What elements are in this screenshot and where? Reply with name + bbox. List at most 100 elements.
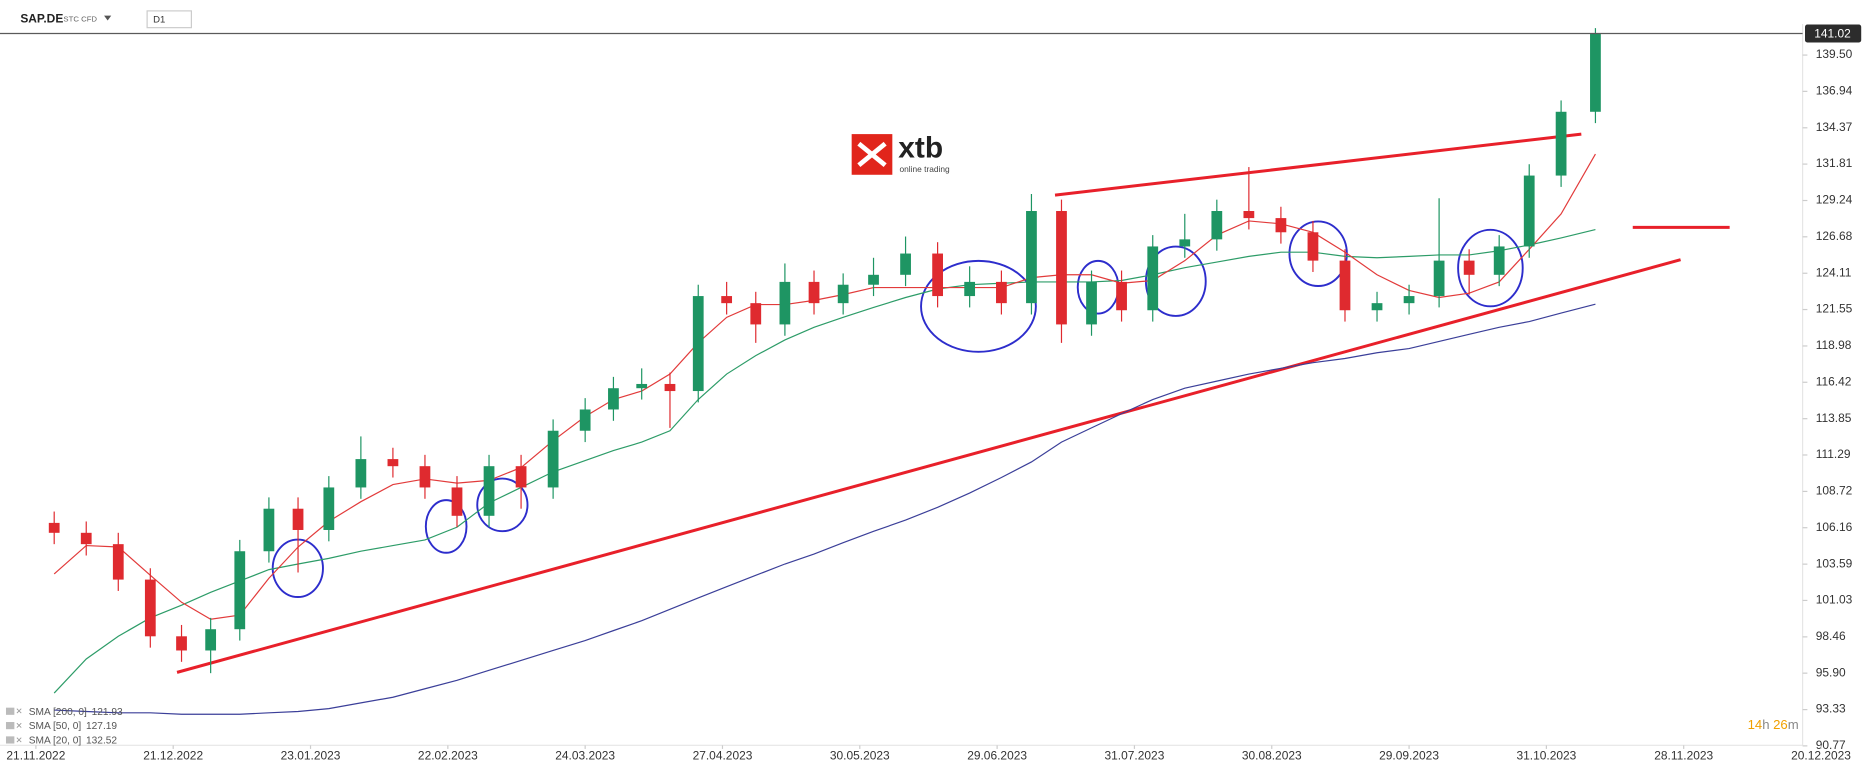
candle-body: [1211, 211, 1223, 240]
x-tick-label: 22.02.2023: [418, 748, 478, 762]
candle-body: [808, 281, 820, 304]
logo-tagline: online trading: [900, 164, 951, 174]
candle-body: [515, 466, 527, 488]
y-tick-label: 95.90: [1816, 665, 1846, 679]
legend-icon: [5, 707, 15, 715]
legend-value: 121.93: [92, 707, 123, 718]
y-tick-label: 129.24: [1816, 193, 1853, 207]
candle-body: [234, 551, 246, 630]
y-tick-label: 126.68: [1816, 229, 1853, 243]
sma-line: [53, 228, 1596, 694]
legend-name: SMA [50, 0]: [29, 721, 82, 732]
y-tick-label: 134.37: [1816, 120, 1853, 134]
candle-timer: 14h 26m: [1748, 718, 1799, 733]
x-tick-label: 31.10.2023: [1516, 748, 1576, 762]
y-tick-label: 124.11: [1816, 265, 1852, 279]
candle-body: [547, 430, 559, 488]
y-tick-label: 131.81: [1816, 156, 1853, 170]
candle-body: [205, 629, 217, 651]
y-tick-label: 106.16: [1816, 520, 1853, 534]
highlight-circles: [271, 220, 1524, 598]
highlight[interactable]: [920, 259, 1037, 353]
legend-close[interactable]: ✕: [16, 706, 23, 716]
candle-body: [1371, 303, 1383, 311]
interval-box[interactable]: [146, 10, 192, 29]
candle-body: [1275, 218, 1287, 233]
legend-entry: SMA [200, 0] 121.93: [29, 707, 123, 718]
candle-body: [721, 296, 733, 304]
candle-body: [664, 383, 676, 392]
x-tick-label: 27.04.2023: [693, 748, 753, 762]
logo-x: [857, 141, 887, 168]
candle-body: [451, 487, 463, 516]
highlight[interactable]: [424, 499, 468, 554]
x-tick-label: 29.06.2023: [967, 748, 1027, 762]
y-tick-label: 111.29: [1816, 447, 1851, 461]
candle-body: [779, 281, 791, 325]
candle-body: [48, 522, 60, 533]
support-trendline[interactable]: [176, 258, 1681, 674]
candle-body: [1026, 211, 1037, 304]
legend-entry: SMA [50, 0] 127.19: [29, 721, 118, 732]
highlight[interactable]: [476, 477, 529, 533]
x-tick-label: 21.11.2022: [6, 748, 65, 762]
timer-minutes: 26: [1773, 718, 1788, 733]
candle-body: [1147, 246, 1159, 311]
candle-body: [1433, 260, 1445, 297]
x-tick-label: 24.03.2023: [555, 748, 615, 762]
interval[interactable]: D1: [153, 14, 165, 25]
timer-hours-unit: h: [1762, 718, 1769, 733]
x-tick-label: 21.12.2022: [143, 748, 203, 762]
timer-minutes-unit: m: [1788, 718, 1799, 733]
candle-body: [292, 508, 304, 530]
candle-body: [608, 388, 619, 410]
y-tick-label: 121.55: [1816, 302, 1853, 316]
legend-icon: [5, 736, 15, 744]
legend-name: SMA [20, 0]: [29, 735, 82, 746]
y-tick-label: 118.98: [1816, 338, 1852, 352]
legend-icon: [5, 722, 15, 730]
candle-body: [868, 274, 879, 285]
candle-body: [1056, 211, 1067, 325]
legend-entry: SMA [20, 0] 132.52: [29, 735, 118, 746]
resistance-trendline[interactable]: [1054, 132, 1582, 197]
candle-body: [419, 466, 431, 488]
x-tick-label: 23.01.2023: [281, 748, 341, 762]
candle-body: [996, 281, 1007, 304]
x-tick-label: 30.05.2023: [830, 748, 890, 762]
candle-body: [355, 459, 367, 488]
candle-body: [323, 487, 335, 530]
legend-close[interactable]: ✕: [16, 735, 23, 745]
y-tick-label: 98.46: [1816, 629, 1846, 643]
y-tick-label: 90.77: [1816, 738, 1846, 752]
legend-close[interactable]: ✕: [16, 720, 23, 730]
candle-body: [144, 579, 156, 637]
candle-body: [483, 466, 495, 516]
y-tick-label: 108.72: [1816, 484, 1853, 498]
candle-body: [900, 253, 911, 275]
candle-body: [1179, 239, 1191, 247]
y-tick-label: 93.33: [1816, 702, 1846, 716]
candle-body: [263, 508, 275, 552]
instrument-type: STC CFD: [63, 14, 97, 23]
candle-body: [1116, 281, 1127, 311]
x-tick-label: 29.09.2023: [1379, 748, 1439, 762]
y-tick-label: 136.94: [1816, 84, 1853, 98]
candle-body: [964, 281, 976, 297]
candle-body: [837, 284, 849, 304]
legend-name: SMA [200, 0]: [29, 707, 87, 718]
candle-body: [1590, 33, 1601, 112]
candle-body: [1307, 232, 1319, 261]
candle-body: [1555, 111, 1567, 176]
symbol-dropdown[interactable]: [104, 15, 112, 21]
candle-body: [750, 303, 762, 325]
highlight[interactable]: [1457, 228, 1524, 308]
timer-hours: 14: [1748, 718, 1763, 733]
candle-body: [1523, 175, 1535, 247]
x-tick-label: 20.12.2023: [1791, 748, 1851, 762]
candle-body: [176, 636, 187, 651]
symbol[interactable]: SAP.DE: [20, 11, 63, 25]
